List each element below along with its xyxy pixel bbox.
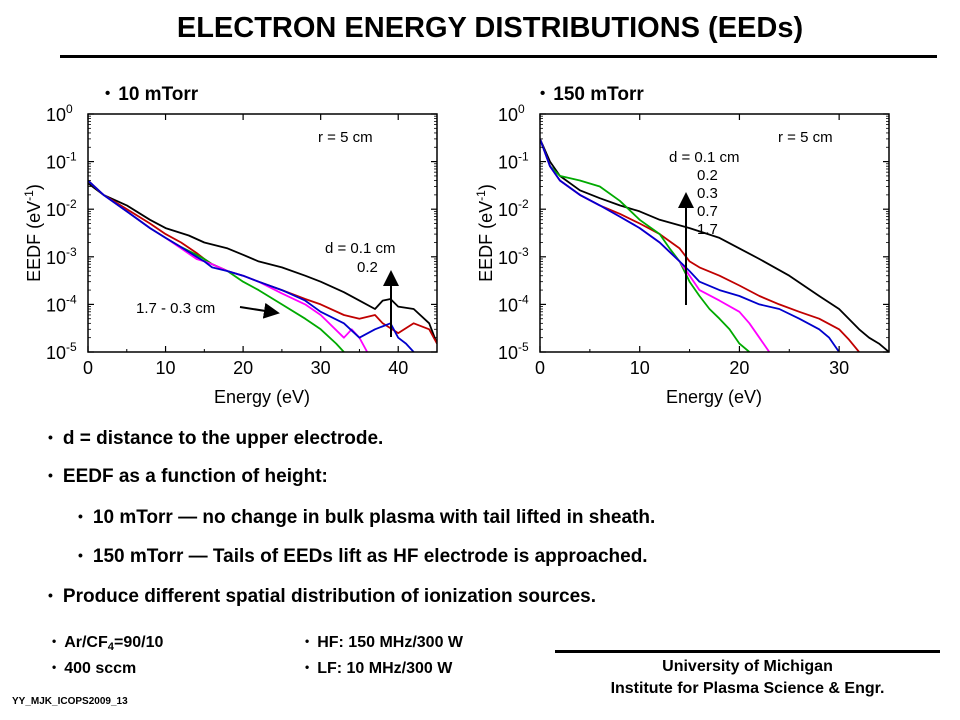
- d-list-item: 1.7: [697, 221, 718, 238]
- bullet-icon: •: [78, 547, 83, 563]
- y-tick-label: 100: [46, 102, 73, 125]
- arrow-icon: [239, 302, 280, 319]
- bullet-icon: •: [48, 587, 53, 603]
- bullet-icon: •: [52, 634, 57, 648]
- x-tick-label: 10: [156, 358, 176, 378]
- series-line: [540, 138, 750, 352]
- tick-group: 0 10 20 30 40 100 10-1 10-2 10-3 10-4 10-5: [46, 102, 437, 378]
- x-tick-label: 20: [729, 358, 749, 378]
- x-axis-label: Energy (eV): [666, 387, 762, 407]
- university-name: University of Michigan: [662, 658, 833, 675]
- bullet-icon: •: [48, 429, 53, 445]
- plot-frame: [539, 113, 890, 353]
- x-tick-label: 40: [388, 358, 408, 378]
- d-low-annotation: 1.7 - 0.3 cm: [136, 300, 215, 317]
- condition-flow: • 400 sccm: [52, 660, 137, 677]
- x-tick-label: 0: [535, 358, 545, 378]
- x-tick-label: 30: [311, 358, 331, 378]
- y-tick-label: 10-2: [498, 197, 529, 220]
- institute-name: Institute for Plasma Science & Engr.: [610, 680, 885, 697]
- x-axis-label: Energy (eV): [214, 387, 310, 407]
- x-tick-label: 30: [829, 358, 849, 378]
- y-tick-label: 10-1: [46, 150, 77, 173]
- d-high-annotation: d = 0.1 cm: [325, 240, 395, 257]
- radius-annotation: r = 5 cm: [778, 129, 833, 146]
- chart-10mtorr-heading: • 10 mTorr: [105, 84, 199, 105]
- series-group: [540, 138, 889, 352]
- series-line: [88, 182, 437, 344]
- series-line: [88, 179, 368, 352]
- condition-gas: • Ar/CF4=90/10: [52, 634, 164, 653]
- x-tick-label: 0: [83, 358, 93, 378]
- condition-hf: • HF: 150 MHz/300 W: [305, 634, 464, 651]
- d-list-item: 0.7: [697, 203, 718, 220]
- slide-title: ELECTRON ENERGY DISTRIBUTIONS (EEDs): [176, 12, 804, 44]
- title-underline: [60, 55, 937, 58]
- y-tick-label: 10-1: [498, 150, 529, 173]
- bullet-icon: •: [78, 508, 83, 524]
- d-high2-annotation: 0.2: [357, 259, 378, 276]
- bullet-point-2: • EEDF as a function of height:: [48, 466, 328, 487]
- d-list-item: 0.2: [697, 167, 718, 184]
- d-list-item: 0.3: [697, 185, 718, 202]
- y-tick-label: 10-3: [46, 245, 77, 268]
- bullet-point-4: • 150 mTorr — Tails of EEDs lift as HF el…: [78, 546, 648, 567]
- d-list-item: d = 0.1 cm: [669, 149, 739, 166]
- bullet-icon: •: [105, 85, 111, 102]
- bullet-point-1: • d = distance to the upper electrode.: [48, 428, 384, 449]
- condition-lf: • LF: 10 MHz/300 W: [305, 660, 453, 677]
- plot-frame: [87, 113, 438, 353]
- slide-code: YY_MJK_ICOPS2009_13: [12, 696, 128, 707]
- bullet-icon: •: [305, 634, 310, 648]
- y-tick-label: 10-4: [498, 292, 529, 315]
- y-tick-label: 10-5: [498, 340, 529, 363]
- bullet-icon: •: [48, 467, 53, 483]
- y-tick-label: 10-3: [498, 245, 529, 268]
- bullet-icon: •: [305, 660, 310, 674]
- chart-10mtorr: 0 10 20 30 40 100 10-1 10-2 10-3 10-4 10-5 Energy …: [22, 102, 438, 407]
- bullet-point-5: • Produce different spatial distribution …: [48, 586, 597, 607]
- chart-150mtorr-heading: • 150 mTorr: [540, 84, 644, 105]
- x-tick-label: 10: [630, 358, 650, 378]
- bullet-icon: •: [52, 660, 57, 674]
- series-line: [540, 138, 889, 352]
- series-line: [540, 138, 840, 352]
- y-tick-label: 10-5: [46, 340, 77, 363]
- series-line: [88, 179, 415, 352]
- tick-group: 0 10 20 30 100 10-1 10-2 10-3 10-4 10-5: [498, 102, 889, 378]
- radius-annotation: r = 5 cm: [318, 129, 373, 146]
- series-group: [88, 179, 437, 352]
- footer-rule: [555, 650, 940, 653]
- y-axis-label: EEDF (eV-1): [22, 184, 44, 282]
- x-tick-label: 20: [233, 358, 253, 378]
- y-tick-label: 100: [498, 102, 525, 125]
- chart-150mtorr: 0 10 20 30 100 10-1 10-2 10-3 10-4 10-5 Energy (e…: [474, 102, 890, 407]
- y-tick-label: 10-2: [46, 197, 77, 220]
- y-axis-label: EEDF (eV-1): [474, 184, 496, 282]
- bullet-point-3: • 10 mTorr — no change in bulk plasma wit…: [78, 507, 656, 528]
- bullet-icon: •: [540, 85, 546, 102]
- y-tick-label: 10-4: [46, 292, 77, 315]
